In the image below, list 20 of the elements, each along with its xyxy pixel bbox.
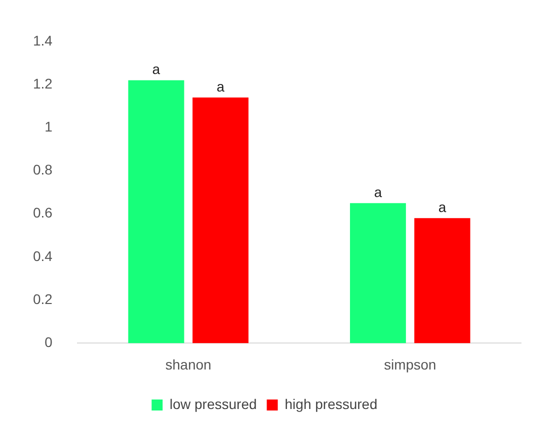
annotation: a <box>152 61 160 78</box>
x-tick-label: shanon <box>165 356 212 372</box>
annotation: a <box>438 199 446 216</box>
y-tick-label: 0 <box>44 334 53 350</box>
y-tick-label: 0.4 <box>32 248 53 264</box>
y-tick-label: 1.4 <box>32 32 53 48</box>
bar <box>192 97 248 344</box>
y-tick-label: 1.2 <box>32 75 53 92</box>
y-tick-label: 1 <box>44 118 53 134</box>
bar <box>128 80 184 344</box>
bar <box>414 218 470 344</box>
annotation: a <box>374 184 382 200</box>
y-tick-label: 0.2 <box>32 290 53 307</box>
y-tick-label: 0.8 <box>32 162 53 178</box>
x-tick-label: simpson <box>384 356 436 372</box>
legend-label: high pressured <box>284 396 378 412</box>
y-tick-label: 0.6 <box>32 204 53 221</box>
bar <box>350 203 406 344</box>
annotation: a <box>216 78 225 94</box>
legend-label: low pressured <box>170 396 257 412</box>
